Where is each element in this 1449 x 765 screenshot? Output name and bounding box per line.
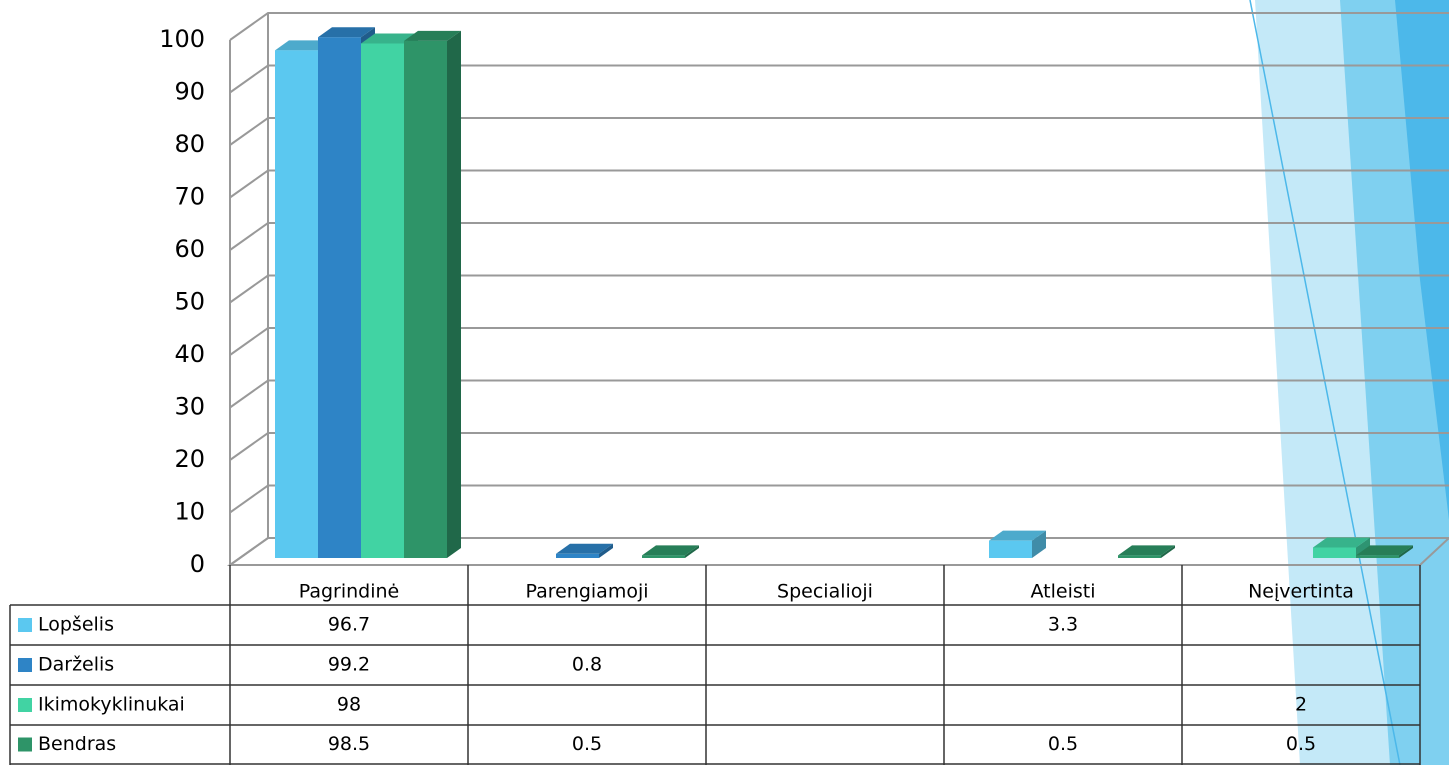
bars <box>275 27 1413 558</box>
grid-line <box>229 537 1449 566</box>
bar <box>275 50 318 558</box>
bar-side <box>1161 545 1175 558</box>
legend-key <box>18 618 32 632</box>
table-value: 99.2 <box>328 654 370 676</box>
bar-side <box>1032 530 1046 558</box>
legend-key <box>18 698 32 712</box>
bar <box>404 40 447 558</box>
grid-line <box>229 432 1449 461</box>
table-value: 3.3 <box>1048 614 1078 636</box>
data-table: Pagrindinė Parengiamoji Specialioji Atleist… <box>9 565 1421 765</box>
grid-line <box>229 12 1449 41</box>
y-tick-label: 10 <box>174 498 205 526</box>
bar <box>1118 555 1161 558</box>
bar-side <box>685 545 699 558</box>
bar-side <box>447 30 461 558</box>
bar-top <box>318 27 375 38</box>
y-tick-label: 30 <box>174 393 205 421</box>
bar-top <box>361 33 418 44</box>
grid-line <box>229 274 1449 304</box>
bar <box>318 37 361 558</box>
bar-top <box>556 543 613 554</box>
bar <box>361 43 404 558</box>
y-tick-label: 50 <box>174 288 205 316</box>
table-value: 0.5 <box>1048 733 1078 755</box>
bar <box>1313 547 1356 558</box>
table-value: 0.5 <box>572 733 602 755</box>
category-label: Neįvertinta <box>1248 581 1354 603</box>
bar-top <box>1356 545 1413 556</box>
y-tick-label: 90 <box>174 78 205 106</box>
table-value: 2 <box>1295 694 1307 716</box>
category-label: Parengiamoji <box>525 581 648 603</box>
y-tick-label: 100 <box>159 25 205 53</box>
grid-line <box>229 379 1449 409</box>
legend-key <box>18 737 32 752</box>
y-tick-label: 80 <box>174 130 205 158</box>
category-label: Atleisti <box>1031 581 1096 603</box>
grid-line <box>229 484 1449 514</box>
bar-top <box>1313 537 1370 548</box>
bar <box>989 540 1032 558</box>
bar <box>556 553 599 558</box>
decor <box>1249 0 1401 765</box>
table-value: 98.5 <box>328 733 370 755</box>
legend-label: Bendras <box>38 733 116 755</box>
bar-top <box>275 40 332 51</box>
bar-side <box>1399 545 1413 558</box>
category-label: Pagrindinė <box>299 581 400 603</box>
grid-line <box>229 117 1449 146</box>
legend-label: Lopšelis <box>38 614 114 636</box>
bar-side <box>599 543 613 558</box>
y-tick-label: 40 <box>174 340 205 368</box>
table-value: 98 <box>337 694 361 716</box>
grid: 0 10 20 30 40 50 60 70 80 90 100 <box>159 12 1449 578</box>
legend-key <box>18 658 32 672</box>
bar-top <box>989 530 1046 541</box>
legend-label: Ikimokyklinukai <box>38 694 185 716</box>
table-value: 0.5 <box>1286 733 1316 755</box>
bar-top <box>404 30 461 41</box>
table-value: 96.7 <box>328 614 370 636</box>
legend-label: Darželis <box>38 654 114 676</box>
grid-line <box>229 222 1449 251</box>
grid-line <box>229 64 1449 94</box>
grid-line <box>229 327 1449 356</box>
y-tick-label: 70 <box>174 183 205 211</box>
bar <box>642 555 685 558</box>
category-label: Specialioji <box>777 581 873 603</box>
bar-top <box>642 545 699 556</box>
bar <box>1356 555 1399 558</box>
decor <box>1395 0 1449 520</box>
y-tick-label: 60 <box>174 235 205 263</box>
y-tick-label: 0 <box>190 550 205 578</box>
y-tick-label: 20 <box>174 445 205 473</box>
bar-top <box>1118 545 1175 556</box>
table-value: 0.8 <box>572 654 602 676</box>
grid-line <box>229 169 1449 199</box>
